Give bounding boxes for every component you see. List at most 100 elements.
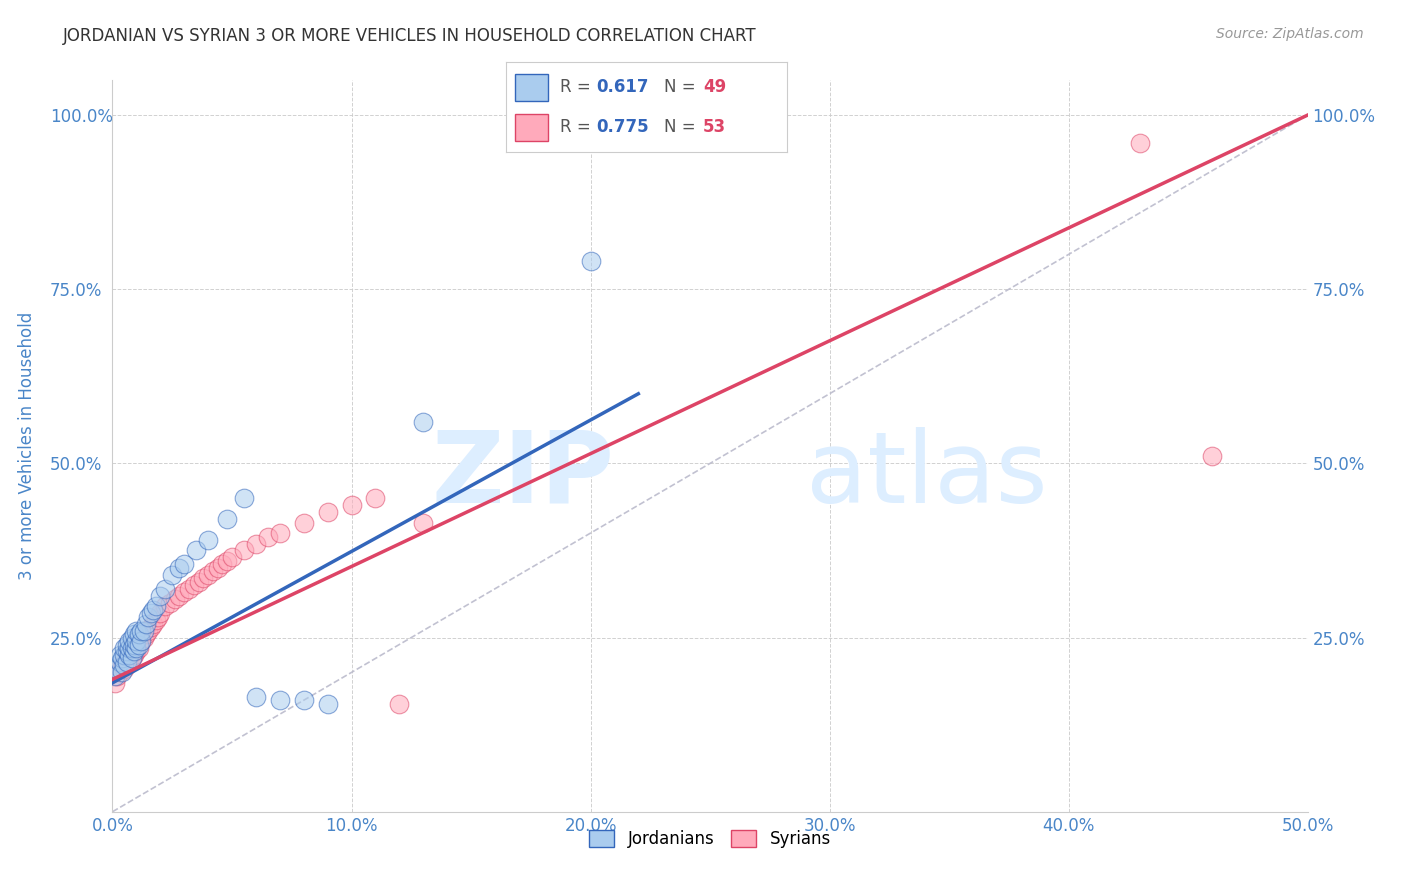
Point [221, 550, 243, 565]
Point [108, 665, 131, 680]
Point [183, 578, 205, 592]
Point [388, 697, 411, 711]
Point [142, 603, 165, 617]
Point [115, 655, 138, 669]
Point [163, 592, 186, 607]
Y-axis label: 3 or more Vehicles in Household: 3 or more Vehicles in Household [18, 312, 37, 580]
Point [159, 596, 181, 610]
Text: 0.775: 0.775 [596, 118, 648, 136]
Point [177, 582, 200, 596]
Point [114, 648, 135, 662]
Point [149, 606, 172, 620]
FancyBboxPatch shape [515, 74, 548, 101]
Point [173, 558, 195, 572]
Point [118, 640, 141, 655]
Point [257, 530, 280, 544]
Point [122, 648, 145, 662]
Point [145, 599, 167, 614]
Point [111, 665, 134, 680]
Text: ZIP: ZIP [432, 426, 614, 524]
Point [364, 491, 387, 506]
Point [245, 536, 267, 550]
Point [135, 627, 157, 641]
Point [292, 693, 315, 707]
Point [207, 561, 229, 575]
Text: N =: N = [664, 118, 700, 136]
Point [122, 638, 145, 652]
Point [153, 582, 176, 596]
Text: 53: 53 [703, 118, 725, 136]
Point [114, 662, 135, 676]
Text: 49: 49 [703, 78, 727, 96]
Point [412, 415, 434, 429]
Point [201, 565, 224, 579]
Point [114, 655, 135, 669]
Point [115, 644, 138, 658]
Point [153, 599, 176, 614]
Point [132, 631, 155, 645]
Point [146, 609, 169, 624]
Point [114, 658, 135, 673]
Point [211, 558, 233, 572]
Point [115, 651, 138, 665]
Point [108, 655, 131, 669]
Point [135, 616, 157, 631]
Point [149, 589, 172, 603]
Text: R =: R = [560, 118, 596, 136]
Point [125, 644, 148, 658]
Point [169, 561, 191, 575]
Text: JORDANIAN VS SYRIAN 3 OR MORE VEHICLES IN HOUSEHOLD CORRELATION CHART: JORDANIAN VS SYRIAN 3 OR MORE VEHICLES I… [63, 27, 756, 45]
Point [129, 624, 152, 638]
Point [1129, 136, 1152, 150]
Point [245, 690, 267, 704]
Text: Source: ZipAtlas.com: Source: ZipAtlas.com [1216, 27, 1364, 41]
Point [122, 640, 145, 655]
Point [138, 624, 160, 638]
Point [115, 638, 138, 652]
Legend: Jordanians, Syrians: Jordanians, Syrians [582, 823, 838, 855]
Text: atlas: atlas [806, 426, 1047, 524]
Point [104, 669, 127, 683]
Point [118, 655, 141, 669]
Point [122, 644, 145, 658]
Point [139, 620, 162, 634]
Point [118, 634, 141, 648]
Point [186, 543, 208, 558]
Point [122, 627, 145, 641]
Point [269, 526, 291, 541]
Point [125, 640, 148, 655]
Point [1201, 450, 1223, 464]
Point [128, 627, 150, 641]
Point [139, 606, 162, 620]
Point [292, 516, 315, 530]
Text: N =: N = [664, 78, 700, 96]
Point [121, 651, 143, 665]
Point [316, 505, 339, 519]
Point [142, 616, 165, 631]
Point [138, 609, 160, 624]
Point [169, 589, 191, 603]
Point [162, 567, 183, 582]
Point [145, 613, 167, 627]
Point [217, 554, 239, 568]
Point [105, 662, 128, 676]
Point [125, 634, 148, 648]
Point [128, 640, 150, 655]
FancyBboxPatch shape [515, 114, 548, 141]
Point [197, 533, 219, 547]
Point [412, 516, 434, 530]
Point [118, 648, 141, 662]
Point [121, 631, 143, 645]
Point [233, 491, 256, 506]
Point [125, 624, 148, 638]
Point [111, 651, 134, 665]
Point [316, 697, 339, 711]
Point [125, 638, 148, 652]
Point [104, 676, 127, 690]
Text: R =: R = [560, 78, 596, 96]
Point [108, 648, 131, 662]
Point [173, 585, 195, 599]
Point [340, 498, 363, 512]
Point [115, 658, 138, 673]
Point [118, 648, 141, 662]
